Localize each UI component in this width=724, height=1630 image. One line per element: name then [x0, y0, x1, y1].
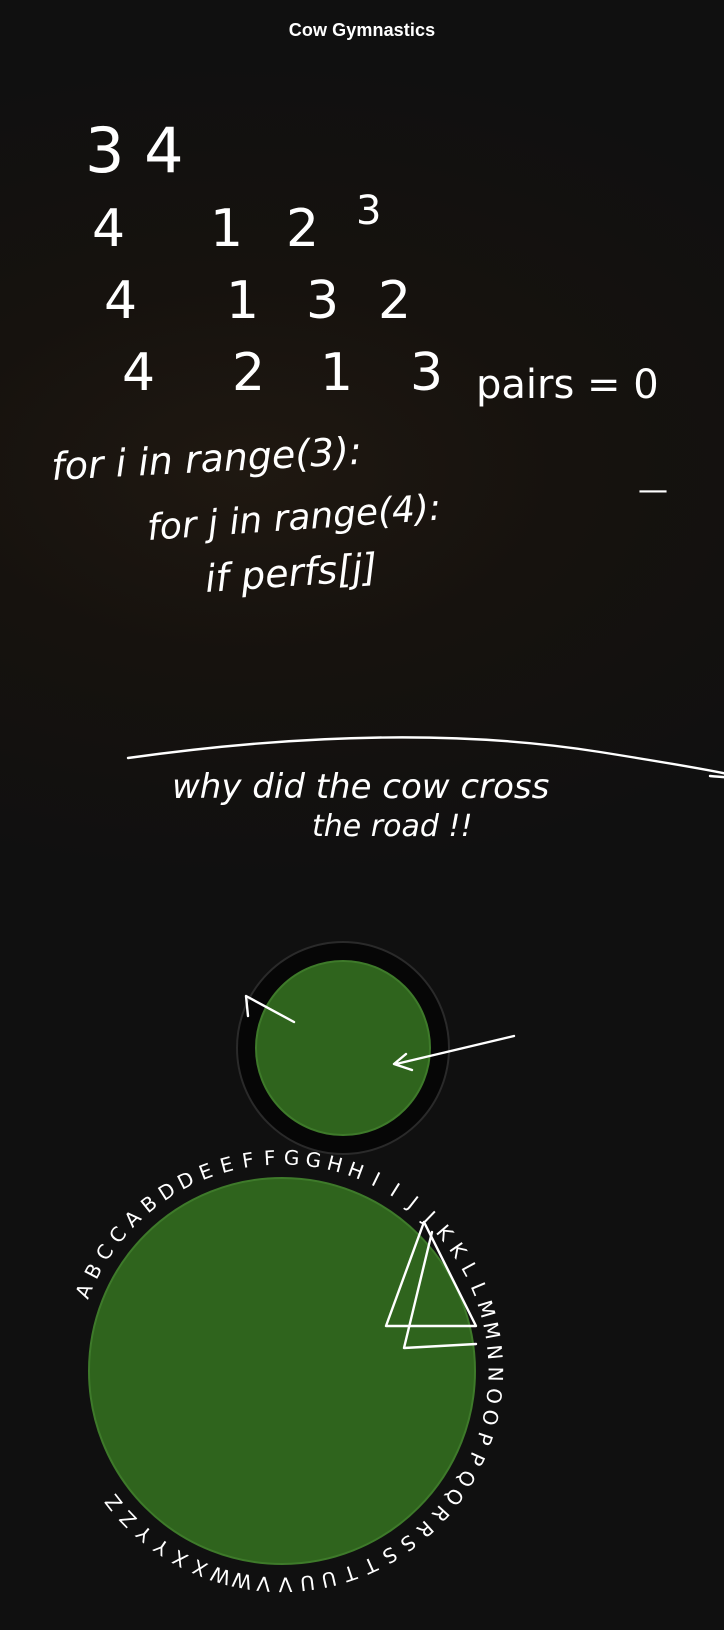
grid-number: 4: [92, 199, 125, 259]
wheel-letter: J: [402, 1190, 423, 1214]
wheel-letter: C: [91, 1240, 119, 1265]
wheel-letter: C: [104, 1222, 131, 1248]
wheel-letter: X: [168, 1545, 192, 1573]
wheel-letter: G: [283, 1145, 300, 1170]
wheel-letter: G: [304, 1147, 323, 1173]
grid-number: 2: [286, 199, 319, 259]
wheel-letter: O: [481, 1387, 507, 1405]
divider-line: [126, 736, 724, 779]
grid-number: 2: [232, 343, 265, 403]
grid-number: 3: [306, 271, 339, 331]
wheel-letter: I: [368, 1167, 384, 1191]
wheel-letter: E: [195, 1158, 215, 1185]
wheel-letter: N: [482, 1344, 507, 1361]
wheel-letter: U: [299, 1570, 316, 1596]
wheel-letter: Y: [131, 1520, 157, 1547]
wheel-letter: V: [255, 1571, 271, 1596]
wheel-letter: E: [217, 1152, 235, 1178]
wheel-letter: F: [263, 1146, 276, 1171]
wheel-letter: A: [119, 1205, 146, 1232]
code-line-2: for j in range(4):: [146, 488, 443, 549]
grid-number: 3: [356, 188, 381, 234]
arrow-pointer: [392, 1034, 516, 1072]
triangle-shape-2: [402, 1230, 478, 1350]
wheel-letter: D: [154, 1177, 180, 1206]
code-line-1: for i in range(3):: [50, 429, 363, 489]
header-numbers: 3 4: [85, 114, 184, 187]
wheel-letter: Y: [149, 1533, 174, 1561]
numbers-grid: 3 4 4 1 2 34 1 3 24 2 1 3 pairs = 0: [85, 114, 659, 408]
wheel-letter: O: [477, 1407, 504, 1428]
wheel-letter: A: [70, 1280, 97, 1302]
dash-mark: —: [638, 473, 668, 508]
grid-number: 4: [122, 343, 155, 403]
wheel-letter: M: [478, 1320, 505, 1341]
grid-number: 1: [210, 199, 243, 259]
wheel-letter: Z: [115, 1506, 142, 1533]
wheel-letter: L: [466, 1279, 493, 1299]
triangle-shape-1: [384, 1220, 478, 1328]
small-green-circle[interactable]: [255, 960, 431, 1136]
code-line-3: if perfs[j]: [204, 545, 379, 601]
wheel-letter: R: [412, 1516, 438, 1543]
wheel-letter: T: [340, 1560, 361, 1587]
wheel-letter: P: [463, 1449, 490, 1470]
wheel-letter: Q: [440, 1483, 469, 1510]
wheel-letter: L: [456, 1258, 483, 1280]
wheel-letter: W: [208, 1561, 234, 1590]
wheel-letter: S: [396, 1530, 420, 1557]
wheel-letter: P: [471, 1429, 498, 1448]
wheel-letter: N: [483, 1366, 507, 1381]
wheel-letter: R: [427, 1501, 454, 1527]
wheel-letter: H: [325, 1151, 346, 1178]
wheel-letter: T: [359, 1551, 382, 1579]
grid-number: 1: [226, 271, 259, 331]
wheel-letter: W: [230, 1567, 254, 1594]
joke-line-2: the road !!: [312, 809, 472, 844]
joke-line-1: why did the cow cross: [172, 767, 549, 807]
small-arrow-left: [244, 994, 296, 1024]
wheel-letter: K: [444, 1238, 472, 1263]
code-notes: for i in range(3): for j in range(4): if…: [50, 429, 668, 601]
wheel-letter: V: [278, 1572, 292, 1596]
wheel-letter: D: [173, 1166, 198, 1194]
wheel-letter: J: [418, 1205, 440, 1228]
wheel-letter: X: [189, 1554, 211, 1582]
grid-number: 1: [320, 343, 353, 403]
pairs-label: pairs = 0: [476, 362, 659, 408]
page-title: Cow Gymnastics: [288, 20, 436, 40]
wheel-letter: Z: [100, 1490, 127, 1516]
grid-number: 2: [378, 271, 411, 331]
wheel-letter: B: [136, 1190, 162, 1217]
wheel-letter: I: [386, 1178, 404, 1201]
wheel-letter: B: [79, 1260, 107, 1283]
wheel-letter: S: [378, 1542, 401, 1569]
wheel-letter: U: [319, 1566, 339, 1593]
wheel-letter: H: [345, 1157, 367, 1185]
wheel-letter: F: [240, 1147, 255, 1173]
grid-number: 4: [104, 271, 137, 331]
grid-number: 3: [410, 343, 443, 403]
wheel-letter: M: [472, 1297, 500, 1320]
large-green-circle[interactable]: [88, 1177, 476, 1565]
